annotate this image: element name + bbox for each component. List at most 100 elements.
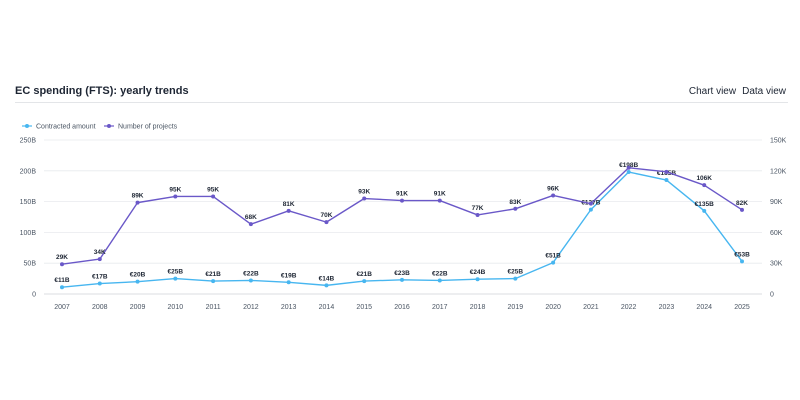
number-of-projects-point bbox=[286, 208, 291, 213]
x-tick-label: 2009 bbox=[130, 304, 146, 311]
y-right-tick-label: 150K bbox=[770, 138, 787, 145]
x-tick-label: 2022 bbox=[621, 304, 637, 311]
x-tick-label: 2015 bbox=[356, 304, 372, 311]
contracted-amount-point bbox=[248, 278, 253, 283]
chart-header: EC spending (FTS): yearly trends Chart v… bbox=[15, 84, 788, 103]
data-view-button[interactable]: Data view bbox=[742, 86, 786, 97]
number-of-projects-point bbox=[626, 165, 631, 170]
contracted-amount-data-label: €17B bbox=[92, 274, 108, 281]
contracted-amount-point bbox=[513, 276, 518, 281]
x-tick-label: 2008 bbox=[92, 304, 108, 311]
contracted-amount-data-label: €198B bbox=[619, 162, 638, 169]
x-tick-label: 2024 bbox=[696, 304, 712, 311]
number-of-projects-data-label: 81K bbox=[283, 201, 295, 208]
contracted-amount-data-label: €51B bbox=[545, 253, 561, 260]
contracted-amount-point bbox=[551, 260, 556, 265]
y-right-tick-label: 60K bbox=[770, 230, 783, 237]
number-of-projects-point bbox=[60, 262, 64, 267]
y-right-tick-label: 120K bbox=[770, 168, 787, 175]
x-tick-label: 2014 bbox=[319, 304, 335, 311]
y-left-tick-label: 150B bbox=[20, 199, 37, 206]
contracted-amount-point bbox=[286, 280, 291, 285]
contracted-amount-point bbox=[400, 277, 404, 282]
number-of-projects-point bbox=[740, 207, 744, 212]
y-left-tick-label: 50B bbox=[24, 261, 37, 268]
x-tick-label: 2020 bbox=[545, 304, 561, 311]
view-switcher: Chart view Data view bbox=[689, 86, 786, 97]
number-of-projects-data-label: 93K bbox=[358, 189, 370, 196]
number-of-projects-point bbox=[513, 206, 518, 211]
number-of-projects-data-label: 34K bbox=[94, 249, 106, 256]
number-of-projects-data-label: 82K bbox=[736, 200, 748, 207]
number-of-projects-point bbox=[437, 198, 442, 203]
contracted-amount-point bbox=[135, 279, 140, 284]
contracted-amount-data-label: €23B bbox=[394, 270, 410, 277]
number-of-projects-data-label: 29K bbox=[56, 254, 68, 261]
number-of-projects-data-label: 70K bbox=[320, 212, 332, 219]
number-of-projects-point bbox=[97, 257, 102, 262]
y-left-tick-label: 200B bbox=[20, 168, 37, 175]
legend-contracted-amount: Contracted amount bbox=[36, 124, 96, 131]
number-of-projects-data-label: 106K bbox=[696, 175, 712, 182]
contracted-amount-point bbox=[173, 276, 178, 281]
number-of-projects-point bbox=[135, 200, 140, 205]
x-tick-label: 2023 bbox=[659, 304, 675, 311]
number-of-projects-point bbox=[400, 198, 404, 203]
number-of-projects-point bbox=[173, 194, 178, 199]
contracted-amount-data-label: €24B bbox=[470, 269, 486, 276]
contracted-amount-data-label: €11B bbox=[54, 277, 69, 284]
x-tick-label: 2012 bbox=[243, 304, 259, 311]
number-of-projects-point bbox=[702, 183, 707, 188]
contracted-amount-point bbox=[437, 278, 442, 283]
contracted-amount-data-label: €21B bbox=[356, 271, 372, 278]
contracted-amount-data-label: €19B bbox=[281, 272, 297, 279]
x-tick-label: 2018 bbox=[470, 304, 486, 311]
x-tick-label: 2007 bbox=[54, 304, 70, 311]
contracted-amount-data-label: €25B bbox=[168, 269, 184, 276]
contracted-amount-data-label: €53B bbox=[734, 251, 750, 258]
number-of-projects-point bbox=[475, 212, 480, 217]
contracted-amount-data-label: €22B bbox=[243, 270, 259, 277]
number-of-projects-data-label: 96K bbox=[547, 185, 559, 192]
contracted-amount-point bbox=[626, 170, 631, 175]
legend-swatch-marker bbox=[25, 124, 29, 128]
y-right-tick-label: 0 bbox=[770, 292, 774, 299]
number-of-projects-point bbox=[551, 193, 556, 198]
y-left-tick-label: 100B bbox=[20, 230, 37, 237]
x-tick-label: 2021 bbox=[583, 304, 599, 311]
x-tick-label: 2013 bbox=[281, 304, 297, 311]
y-left-tick-label: 0 bbox=[32, 292, 36, 299]
contracted-amount-point bbox=[702, 208, 707, 213]
contracted-amount-data-label: €25B bbox=[508, 269, 524, 276]
number-of-projects-data-label: 95K bbox=[169, 186, 181, 193]
number-of-projects-data-label: 91K bbox=[434, 191, 446, 198]
number-of-projects-data-label: 77K bbox=[472, 205, 484, 212]
contracted-amount-point bbox=[324, 283, 329, 288]
number-of-projects-data-label: 89K bbox=[132, 193, 144, 200]
contracted-amount-point bbox=[740, 259, 744, 264]
number-of-projects-point bbox=[211, 194, 216, 199]
contracted-amount-point bbox=[211, 279, 216, 284]
contracted-amount-point bbox=[97, 281, 102, 286]
contracted-amount-data-label: €20B bbox=[130, 272, 146, 279]
y-left-tick-label: 250B bbox=[20, 138, 37, 145]
y-right-tick-label: 30K bbox=[770, 261, 783, 268]
number-of-projects-point bbox=[324, 220, 329, 225]
x-tick-label: 2019 bbox=[508, 304, 524, 311]
number-of-projects-point bbox=[664, 169, 669, 174]
contracted-amount-point bbox=[475, 277, 480, 282]
chart-view-button[interactable]: Chart view bbox=[688, 86, 737, 97]
page-title: EC spending (FTS): yearly trends bbox=[15, 85, 189, 97]
number-of-projects-point bbox=[248, 222, 253, 227]
number-of-projects-point bbox=[362, 196, 367, 201]
contracted-amount-data-label: €21B bbox=[205, 271, 221, 278]
legend-number-of-projects: Number of projects bbox=[118, 124, 178, 131]
number-of-projects-data-label: 95K bbox=[207, 186, 219, 193]
number-of-projects-data-label: 91K bbox=[396, 191, 408, 198]
x-tick-label: 2011 bbox=[206, 304, 221, 311]
x-tick-label: 2010 bbox=[168, 304, 184, 311]
contracted-amount-point bbox=[60, 285, 64, 290]
y-right-tick-label: 90K bbox=[770, 199, 783, 206]
x-tick-label: 2016 bbox=[394, 304, 410, 311]
